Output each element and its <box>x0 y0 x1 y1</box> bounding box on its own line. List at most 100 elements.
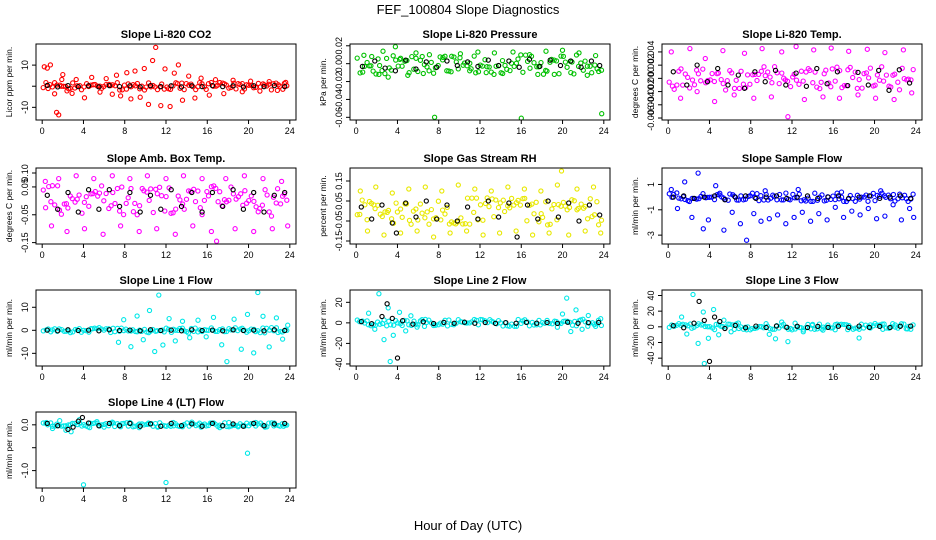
x-tick-label: 24 <box>599 250 609 260</box>
series-point <box>880 326 886 332</box>
band-point <box>694 196 700 202</box>
band-point <box>890 321 896 327</box>
band-point <box>744 72 751 78</box>
band-point <box>399 322 405 329</box>
band-point <box>395 320 401 326</box>
band-point <box>208 184 215 190</box>
series-point <box>49 425 56 432</box>
series-point <box>73 173 79 179</box>
series-point <box>758 218 764 224</box>
series-point <box>81 95 88 101</box>
series-point <box>849 208 855 214</box>
band-point <box>718 76 724 83</box>
band-point <box>800 78 806 84</box>
mean-point <box>199 423 205 429</box>
band-point <box>674 82 680 88</box>
band-point <box>841 198 847 205</box>
x-tick-label: 12 <box>475 250 485 260</box>
series-point <box>695 170 701 176</box>
y-axis-label: ml/min per min. <box>630 299 640 357</box>
series-point <box>280 423 287 429</box>
mean-point <box>865 82 871 88</box>
band-point <box>758 193 764 199</box>
mean-point <box>451 320 457 326</box>
series-point <box>405 72 411 78</box>
band-point <box>892 324 899 330</box>
series-point <box>47 62 54 68</box>
series-point <box>103 75 109 82</box>
band-point <box>731 85 738 92</box>
series-point <box>807 218 814 224</box>
band-point <box>108 203 114 209</box>
mean-point <box>127 83 133 89</box>
series-point <box>117 223 124 229</box>
band-point <box>807 67 813 74</box>
band-point <box>461 60 468 66</box>
mean-point <box>711 314 718 320</box>
band-point <box>540 71 547 77</box>
band-point <box>237 81 243 88</box>
y-tick-label: 0.002 <box>646 54 656 77</box>
series-point <box>60 71 66 78</box>
series-point <box>372 326 378 332</box>
band-point <box>534 64 540 70</box>
band-point <box>123 200 129 207</box>
series-point <box>172 231 178 237</box>
series-point <box>154 226 160 232</box>
mean-point <box>116 423 123 429</box>
mean-point <box>220 423 226 429</box>
series-point <box>475 49 481 55</box>
x-tick-label: 20 <box>870 126 880 136</box>
band-point <box>266 209 272 215</box>
band-point <box>595 222 602 228</box>
mean-point <box>547 57 553 63</box>
series-point <box>793 44 799 50</box>
series-point <box>820 94 826 100</box>
band-point <box>446 68 452 74</box>
series-point <box>81 226 88 232</box>
band-point <box>379 67 385 74</box>
mean-point <box>55 84 61 90</box>
series-point <box>785 338 791 345</box>
band-point <box>475 69 482 75</box>
x-tick-label: 4 <box>81 126 86 136</box>
band-point <box>69 195 75 202</box>
plot-frame <box>661 43 923 121</box>
band-point <box>460 221 466 227</box>
band-point <box>729 70 735 76</box>
series-point <box>136 228 142 235</box>
band-point <box>556 71 562 77</box>
mean-point <box>877 195 883 202</box>
band-point <box>284 327 290 334</box>
band-point <box>354 55 360 61</box>
series-point <box>361 63 368 70</box>
series-point <box>820 327 826 333</box>
y-tick-label: -1 <box>646 206 656 214</box>
data-points <box>666 170 917 243</box>
mean-point <box>251 189 257 196</box>
band-point <box>153 186 159 192</box>
mean-point <box>96 84 102 90</box>
band-point <box>228 327 234 333</box>
band-point <box>205 193 212 199</box>
band-point <box>828 325 834 331</box>
band-point <box>865 75 872 81</box>
mean-point <box>534 320 540 326</box>
band-point <box>48 199 54 205</box>
plot-frame <box>349 289 611 367</box>
mean-point <box>441 319 447 326</box>
band-point <box>582 58 588 64</box>
mean-point <box>116 83 123 90</box>
band-point <box>569 59 575 65</box>
series-point <box>43 419 49 426</box>
mean-point <box>670 194 676 200</box>
band-point <box>61 201 67 207</box>
band-point <box>584 216 591 222</box>
series-point <box>457 51 464 57</box>
series-point <box>546 230 552 236</box>
series-point <box>128 96 134 102</box>
series-point <box>206 92 212 98</box>
mean-point <box>106 82 112 89</box>
mean-point <box>741 85 748 91</box>
band-point <box>383 55 390 62</box>
